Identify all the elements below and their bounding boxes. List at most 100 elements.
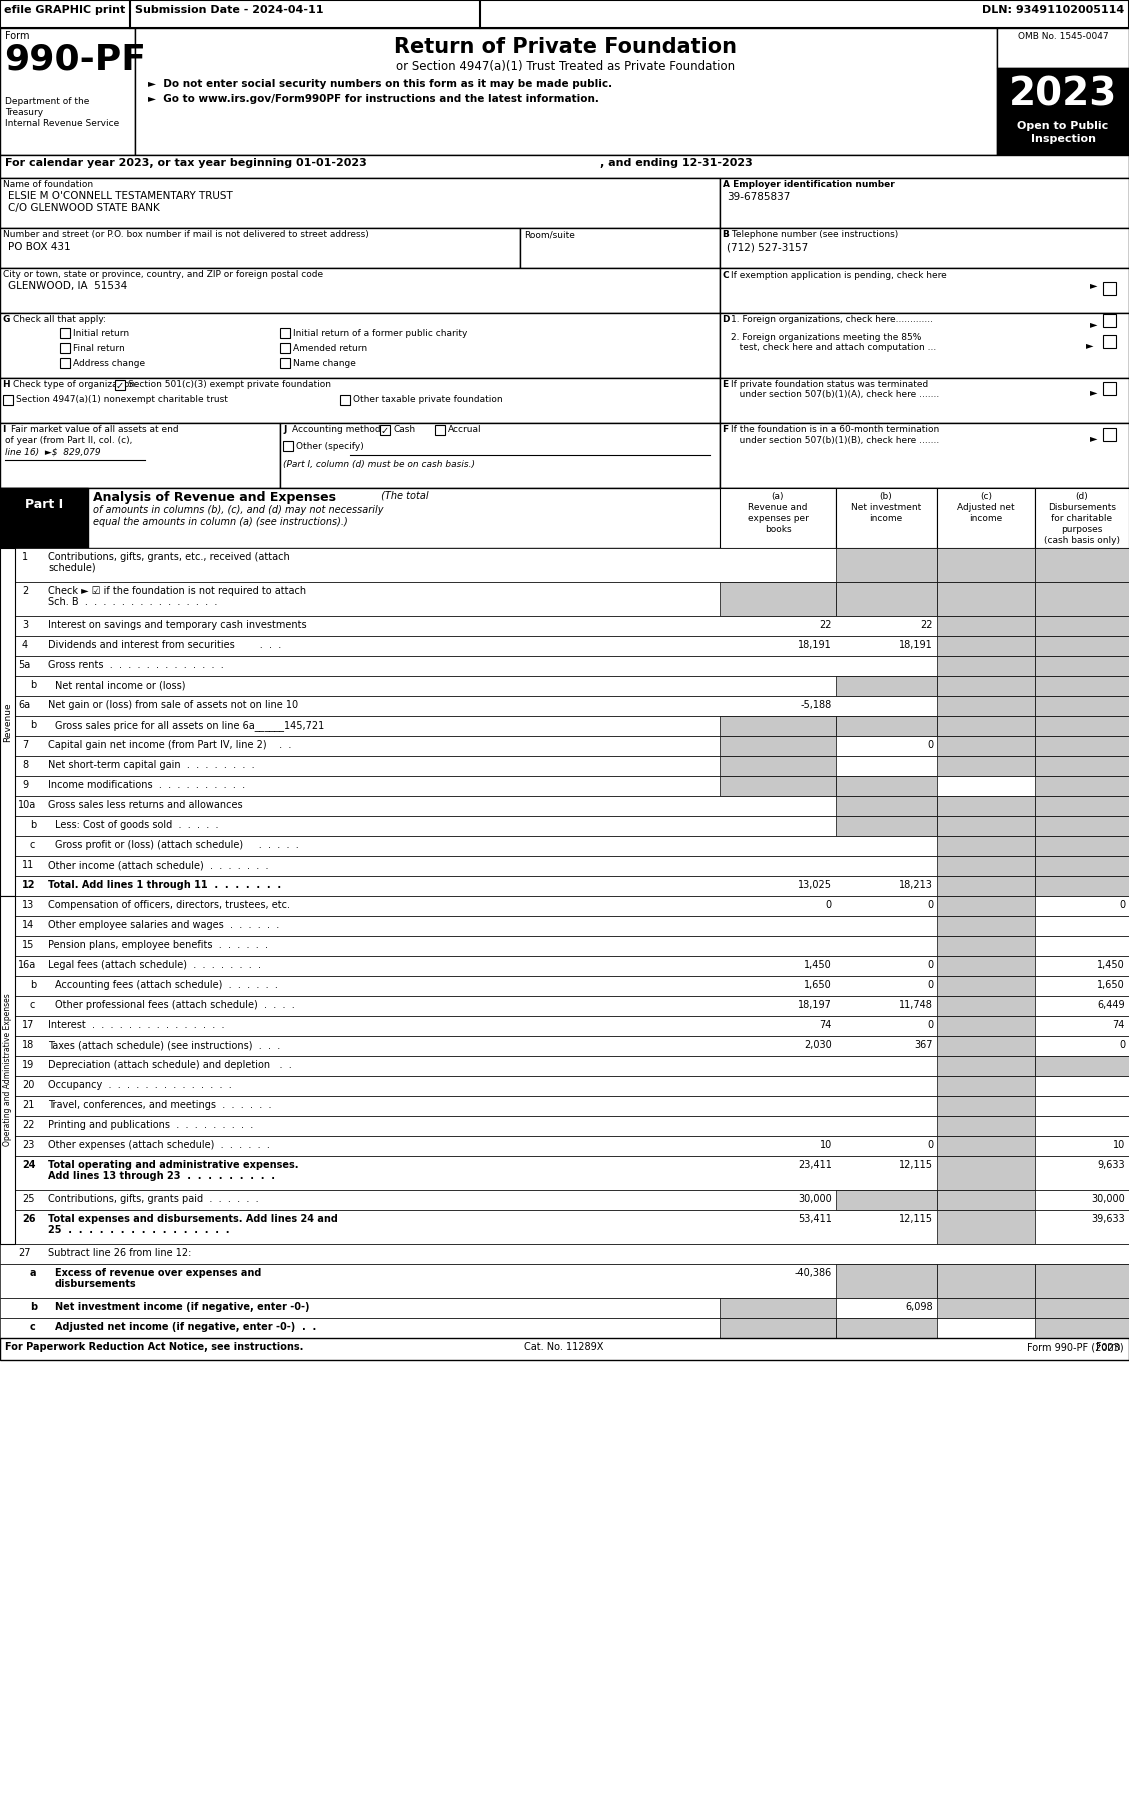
Text: 18: 18 bbox=[21, 1039, 34, 1050]
Text: 15: 15 bbox=[21, 940, 34, 949]
Bar bbox=[1103, 428, 1115, 441]
Bar bbox=[835, 487, 937, 548]
Text: 10: 10 bbox=[820, 1140, 832, 1151]
Text: 25: 25 bbox=[21, 1194, 35, 1205]
Text: b: b bbox=[30, 1302, 37, 1313]
Text: Other employee salaries and wages  .  .  .  .  .  .: Other employee salaries and wages . . . … bbox=[49, 921, 279, 930]
Bar bbox=[835, 777, 937, 797]
Text: Taxes (attach schedule) (see instructions)  .  .  .: Taxes (attach schedule) (see instruction… bbox=[49, 1039, 280, 1050]
Text: Net short-term capital gain  .  .  .  .  .  .  .  .: Net short-term capital gain . . . . . . … bbox=[49, 761, 255, 770]
Text: 19: 19 bbox=[21, 1061, 34, 1070]
Text: G: G bbox=[3, 315, 14, 324]
Bar bbox=[937, 696, 1035, 716]
Text: Accounting method:: Accounting method: bbox=[292, 424, 384, 433]
Text: 39-6785837: 39-6785837 bbox=[727, 192, 790, 201]
Text: Department of the: Department of the bbox=[5, 97, 89, 106]
Bar bbox=[0, 1338, 1129, 1359]
Bar bbox=[0, 716, 1129, 735]
Bar bbox=[720, 755, 835, 777]
Bar bbox=[115, 379, 125, 390]
Text: Revenue: Revenue bbox=[3, 703, 12, 743]
Bar bbox=[0, 797, 1129, 816]
Text: 12: 12 bbox=[21, 879, 35, 890]
Text: Interest  .  .  .  .  .  .  .  .  .  .  .  .  .  .  .: Interest . . . . . . . . . . . . . . . bbox=[49, 1019, 225, 1030]
Text: 24: 24 bbox=[21, 1160, 35, 1170]
Bar bbox=[0, 676, 1129, 696]
Text: 0: 0 bbox=[826, 901, 832, 910]
Text: Pension plans, employee benefits  .  .  .  .  .  .: Pension plans, employee benefits . . . .… bbox=[49, 940, 268, 949]
Text: 0: 0 bbox=[1119, 1039, 1124, 1050]
Text: Submission Date - 2024-04-11: Submission Date - 2024-04-11 bbox=[135, 5, 324, 14]
Bar bbox=[1103, 315, 1115, 327]
Text: Subtract line 26 from line 12:: Subtract line 26 from line 12: bbox=[49, 1248, 192, 1259]
Text: Name of foundation: Name of foundation bbox=[3, 180, 93, 189]
Bar bbox=[835, 1264, 937, 1298]
Bar bbox=[1035, 816, 1129, 836]
Bar bbox=[937, 976, 1035, 996]
Text: 16a: 16a bbox=[18, 960, 36, 969]
Bar bbox=[1035, 676, 1129, 696]
Bar bbox=[835, 716, 937, 735]
Text: of year (from Part II, col. (c),: of year (from Part II, col. (c), bbox=[5, 435, 132, 444]
Bar bbox=[0, 696, 1129, 716]
Bar bbox=[937, 617, 1035, 636]
Bar bbox=[720, 313, 1129, 378]
Text: Accrual: Accrual bbox=[448, 424, 482, 433]
Bar bbox=[0, 755, 1129, 777]
Text: For calendar year 2023, or tax year beginning 01-01-2023: For calendar year 2023, or tax year begi… bbox=[5, 158, 367, 167]
Text: Section 4947(a)(1) nonexempt charitable trust: Section 4947(a)(1) nonexempt charitable … bbox=[16, 396, 228, 405]
Bar bbox=[937, 716, 1035, 735]
Text: Room/suite: Room/suite bbox=[524, 230, 575, 239]
Bar bbox=[937, 876, 1035, 895]
Text: 11: 11 bbox=[21, 859, 34, 870]
Text: (cash basis only): (cash basis only) bbox=[1044, 536, 1120, 545]
Text: 1,450: 1,450 bbox=[1097, 960, 1124, 969]
Text: Excess of revenue over expenses and: Excess of revenue over expenses and bbox=[55, 1268, 262, 1278]
Text: 20: 20 bbox=[21, 1081, 34, 1090]
Text: ►: ► bbox=[1089, 318, 1097, 329]
Bar bbox=[0, 836, 1129, 856]
Bar bbox=[720, 583, 835, 617]
Text: Contributions, gifts, grants paid  .  .  .  .  .  .: Contributions, gifts, grants paid . . . … bbox=[49, 1194, 259, 1205]
Bar bbox=[720, 423, 1129, 487]
Text: 2. Foreign organizations meeting the 85%: 2. Foreign organizations meeting the 85% bbox=[730, 333, 921, 342]
Bar bbox=[0, 937, 1129, 957]
Text: Other professional fees (attach schedule)  .  .  .  .: Other professional fees (attach schedule… bbox=[55, 1000, 295, 1010]
Bar bbox=[1103, 282, 1115, 295]
Bar bbox=[60, 358, 70, 369]
Bar bbox=[720, 777, 835, 797]
Text: 22: 22 bbox=[820, 620, 832, 629]
Bar bbox=[720, 378, 1129, 423]
Text: Interest on savings and temporary cash investments: Interest on savings and temporary cash i… bbox=[49, 620, 307, 629]
Bar bbox=[835, 797, 937, 816]
Bar bbox=[280, 327, 290, 338]
Text: 1. Foreign organizations, check here.............: 1. Foreign organizations, check here....… bbox=[730, 315, 933, 324]
Text: (712) 527-3157: (712) 527-3157 bbox=[727, 243, 808, 252]
Bar bbox=[1035, 1298, 1129, 1318]
Bar bbox=[835, 1190, 937, 1210]
Text: Income modifications  .  .  .  .  .  .  .  .  .  .: Income modifications . . . . . . . . . . bbox=[49, 780, 245, 789]
Text: Disbursements: Disbursements bbox=[1048, 503, 1115, 512]
Text: OMB No. 1545-0047: OMB No. 1545-0047 bbox=[1017, 32, 1109, 41]
Text: Inspection: Inspection bbox=[1031, 135, 1095, 144]
Bar bbox=[0, 876, 1129, 895]
Text: If private foundation status was terminated: If private foundation status was termina… bbox=[730, 379, 928, 388]
Bar bbox=[0, 976, 1129, 996]
Text: 18,191: 18,191 bbox=[900, 640, 933, 651]
Text: ELSIE M O'CONNELL TESTAMENTARY TRUST: ELSIE M O'CONNELL TESTAMENTARY TRUST bbox=[8, 191, 233, 201]
Bar bbox=[0, 735, 1129, 755]
Text: 7: 7 bbox=[21, 741, 28, 750]
Text: Accounting fees (attach schedule)  .  .  .  .  .  .: Accounting fees (attach schedule) . . . … bbox=[55, 980, 278, 991]
Bar bbox=[720, 1318, 835, 1338]
Text: 22: 22 bbox=[21, 1120, 35, 1129]
Text: 6,449: 6,449 bbox=[1097, 1000, 1124, 1010]
Text: Contributions, gifts, grants, etc., received (attach: Contributions, gifts, grants, etc., rece… bbox=[49, 552, 290, 563]
Text: 18,191: 18,191 bbox=[798, 640, 832, 651]
Bar bbox=[60, 343, 70, 352]
Text: Net investment: Net investment bbox=[851, 503, 921, 512]
Text: Net rental income or (loss): Net rental income or (loss) bbox=[55, 680, 185, 690]
Text: (b): (b) bbox=[879, 493, 892, 502]
Text: b: b bbox=[30, 680, 36, 690]
Text: Adjusted net: Adjusted net bbox=[957, 503, 1015, 512]
Text: Operating and Administrative Expenses: Operating and Administrative Expenses bbox=[3, 994, 12, 1147]
